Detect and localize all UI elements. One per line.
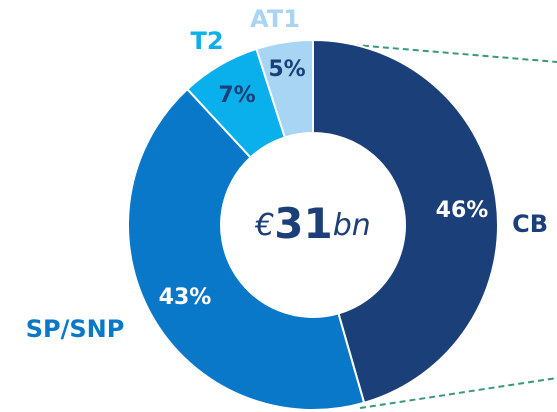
- donut-segment: [127, 87, 366, 411]
- center-label: €31bn: [254, 199, 371, 248]
- donut: [127, 38, 499, 411]
- category-label: T2: [190, 27, 223, 55]
- connector-line: [359, 377, 557, 409]
- value-label: 43%: [159, 285, 212, 310]
- donut-segment: [312, 38, 499, 405]
- amount: 31: [274, 199, 332, 248]
- currency: €: [254, 208, 274, 243]
- donut-segment: [255, 38, 314, 139]
- category-label: CB: [512, 210, 548, 238]
- value-label: 7%: [218, 83, 255, 108]
- value-label: 5%: [268, 57, 305, 82]
- category-label: SP/SNP: [26, 315, 125, 343]
- category-label: AT1: [250, 5, 300, 33]
- unit: bn: [333, 208, 371, 243]
- connector-line: [342, 43, 557, 63]
- value-label: 46%: [436, 198, 489, 223]
